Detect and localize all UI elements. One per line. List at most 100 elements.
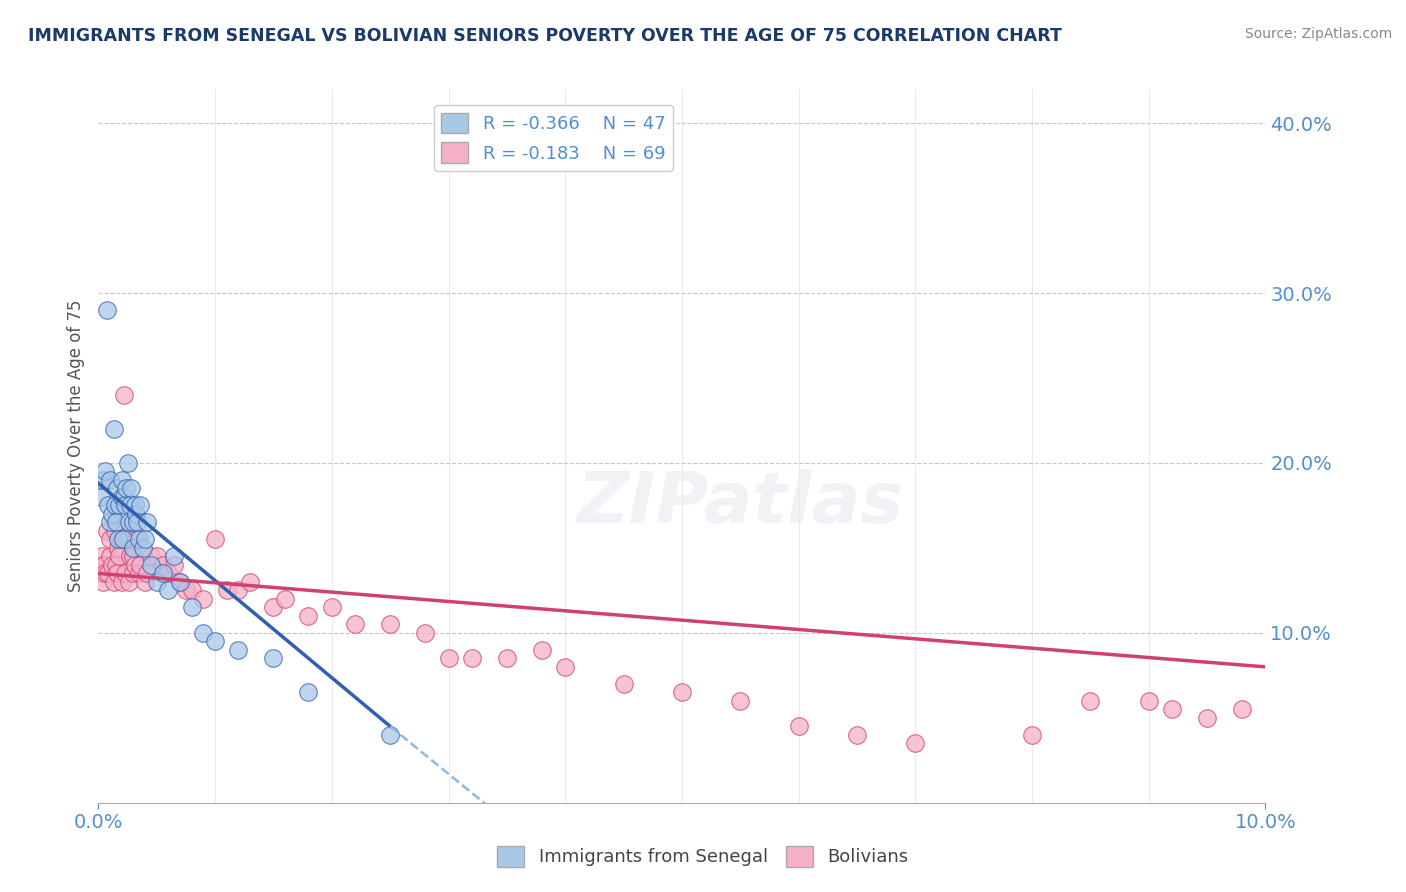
Point xyxy=(262,600,284,615)
Point xyxy=(1137,694,1160,708)
Point xyxy=(1161,702,1184,716)
Point xyxy=(98,516,121,530)
Point xyxy=(180,583,202,598)
Point xyxy=(380,617,402,632)
Point xyxy=(111,473,134,487)
Legend: R = -0.366    N = 47, R = -0.183    N = 69: R = -0.366 N = 47, R = -0.183 N = 69 xyxy=(434,105,673,170)
Point xyxy=(117,533,139,547)
Point xyxy=(128,533,150,547)
Point xyxy=(118,549,141,564)
Point xyxy=(730,694,752,708)
Point xyxy=(671,685,693,699)
Point xyxy=(122,549,145,564)
Point xyxy=(101,558,124,572)
Point xyxy=(111,490,134,504)
Point xyxy=(169,574,191,589)
Point xyxy=(115,482,138,496)
Point xyxy=(344,617,367,632)
Point xyxy=(108,549,131,564)
Point xyxy=(114,566,136,581)
Point xyxy=(105,566,128,581)
Point xyxy=(139,558,162,572)
Point xyxy=(122,541,145,555)
Point xyxy=(461,651,484,665)
Point xyxy=(180,600,202,615)
Point xyxy=(104,499,127,513)
Point xyxy=(94,566,117,581)
Point xyxy=(157,566,180,581)
Point xyxy=(204,634,226,648)
Point xyxy=(1080,694,1102,708)
Text: Source: ZipAtlas.com: Source: ZipAtlas.com xyxy=(1244,27,1392,41)
Y-axis label: Seniors Poverty Over the Age of 75: Seniors Poverty Over the Age of 75 xyxy=(66,300,84,592)
Point xyxy=(112,388,135,402)
Point xyxy=(152,566,174,581)
Point xyxy=(169,574,191,589)
Point xyxy=(1021,728,1043,742)
Point xyxy=(118,516,141,530)
Point xyxy=(93,558,115,572)
Point xyxy=(111,533,134,547)
Point xyxy=(103,422,125,436)
Point xyxy=(118,574,141,589)
Point xyxy=(97,566,120,581)
Point xyxy=(139,549,162,564)
Point xyxy=(118,499,141,513)
Point xyxy=(215,583,238,598)
Point xyxy=(904,736,927,750)
Point xyxy=(94,465,117,479)
Point xyxy=(193,591,215,606)
Point xyxy=(380,728,402,742)
Point xyxy=(117,456,139,470)
Point xyxy=(89,566,111,581)
Point xyxy=(128,566,150,581)
Point xyxy=(163,558,186,572)
Point xyxy=(129,499,152,513)
Point xyxy=(105,482,128,496)
Point xyxy=(111,533,134,547)
Point xyxy=(97,499,120,513)
Point xyxy=(91,473,114,487)
Point xyxy=(157,583,180,598)
Point xyxy=(125,533,148,547)
Point xyxy=(91,574,114,589)
Point xyxy=(136,566,159,581)
Point xyxy=(228,583,250,598)
Point xyxy=(134,574,156,589)
Point xyxy=(146,549,169,564)
Point xyxy=(122,516,145,530)
Point xyxy=(125,507,148,521)
Point xyxy=(136,516,159,530)
Point xyxy=(146,574,169,589)
Point xyxy=(111,574,134,589)
Point xyxy=(104,558,127,572)
Point xyxy=(90,549,112,564)
Point xyxy=(107,541,129,555)
Point xyxy=(193,626,215,640)
Point xyxy=(496,651,519,665)
Point xyxy=(122,566,145,581)
Point xyxy=(129,558,152,572)
Point xyxy=(262,651,284,665)
Point xyxy=(846,728,869,742)
Point xyxy=(413,626,436,640)
Point xyxy=(98,533,121,547)
Point xyxy=(104,524,127,538)
Point xyxy=(1230,702,1253,716)
Point xyxy=(297,685,319,699)
Point xyxy=(120,482,142,496)
Text: ZIPatlas: ZIPatlas xyxy=(576,468,904,538)
Point xyxy=(228,643,250,657)
Point xyxy=(90,490,112,504)
Point xyxy=(96,524,118,538)
Point xyxy=(98,473,121,487)
Point xyxy=(554,660,576,674)
Point xyxy=(134,533,156,547)
Point xyxy=(1195,711,1218,725)
Point xyxy=(112,490,135,504)
Point xyxy=(787,719,810,733)
Legend: Immigrants from Senegal, Bolivians: Immigrants from Senegal, Bolivians xyxy=(491,838,915,874)
Point xyxy=(132,541,155,555)
Point xyxy=(174,583,197,598)
Point xyxy=(152,558,174,572)
